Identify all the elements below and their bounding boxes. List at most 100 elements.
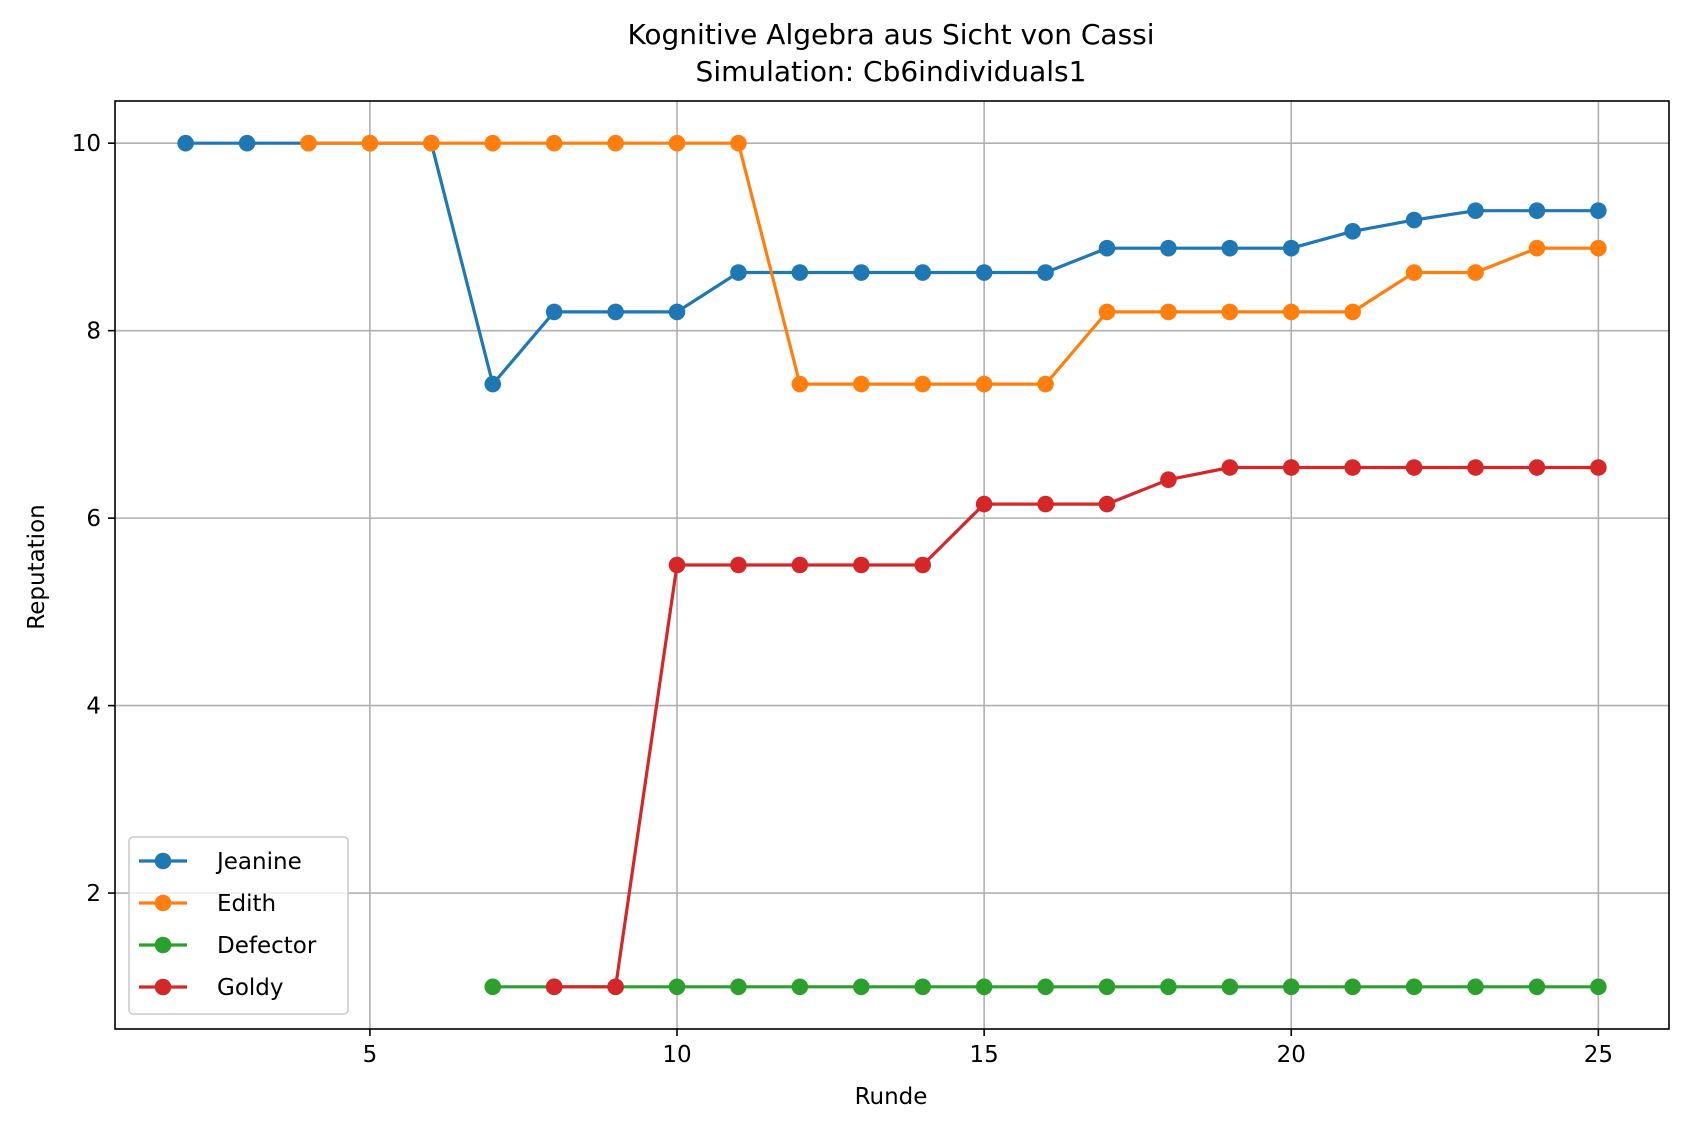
x-axis-label: Runde <box>855 1084 928 1110</box>
data-point-edith <box>423 134 440 152</box>
data-point-edith <box>730 134 747 152</box>
data-point-defector <box>1282 978 1300 996</box>
legend: Jeanine Edith Defector Goldy <box>128 836 349 1015</box>
chart-subtitle: Simulation: Cb6individuals1 <box>696 55 1087 88</box>
data-point-edith <box>607 134 624 152</box>
data-point-jeanine <box>238 134 256 152</box>
axis-ticks: 5 10 15 20 25 2 4 6 8 10 <box>72 131 1613 1068</box>
x-tick-label: 10 <box>662 1042 691 1068</box>
data-point-defector <box>1528 978 1546 996</box>
data-point-defector <box>914 978 932 996</box>
data-point-defector <box>1037 978 1054 996</box>
data-point-goldy <box>1160 471 1177 488</box>
data-point-edith <box>1405 264 1423 281</box>
data-point-edith <box>1098 303 1116 321</box>
legend-item-jeanine: Jeanine <box>139 849 302 875</box>
data-point-jeanine <box>852 264 870 281</box>
data-point-goldy <box>791 556 809 574</box>
data-point-jeanine <box>484 375 502 393</box>
data-point-goldy <box>1590 459 1607 476</box>
data-point-defector <box>1405 978 1423 996</box>
data-point-defector <box>730 978 747 996</box>
data-point-edith <box>791 375 809 393</box>
series-lines <box>177 134 1607 996</box>
data-point-edith <box>1221 303 1239 321</box>
data-point-jeanine <box>1221 239 1239 257</box>
data-point-defector <box>1160 978 1177 996</box>
data-point-goldy <box>1344 459 1361 476</box>
data-point-jeanine <box>730 264 747 281</box>
data-point-jeanine <box>1037 264 1054 281</box>
legend-marker-edith <box>154 894 172 912</box>
data-point-goldy <box>1528 459 1546 476</box>
legend-marker-goldy <box>154 978 172 996</box>
data-point-jeanine <box>607 303 624 321</box>
data-point-edith <box>975 375 993 393</box>
data-point-edith <box>1344 303 1361 321</box>
data-point-goldy <box>1405 459 1423 476</box>
data-point-jeanine <box>1467 202 1484 219</box>
data-point-jeanine <box>545 303 563 321</box>
data-point-jeanine <box>1590 202 1607 219</box>
y-tick-label: 6 <box>86 506 101 532</box>
series-goldy <box>545 459 1607 996</box>
data-point-goldy <box>1282 459 1300 476</box>
x-tick-label: 25 <box>1584 1042 1613 1068</box>
data-point-edith <box>361 134 379 152</box>
data-point-jeanine <box>1405 211 1423 229</box>
y-axis-label: Reputation <box>24 504 50 629</box>
legend-item-defector: Defector <box>139 933 317 959</box>
data-point-jeanine <box>1528 202 1546 219</box>
data-point-edith <box>300 134 317 152</box>
legend-label-goldy: Goldy <box>217 975 284 1001</box>
data-point-defector <box>1221 978 1239 996</box>
x-tick-label: 15 <box>969 1042 998 1068</box>
data-point-defector <box>668 978 686 996</box>
legend-item-edith: Edith <box>139 891 276 917</box>
data-point-goldy <box>1037 495 1054 513</box>
legend-marker-defector <box>154 936 172 954</box>
data-point-jeanine <box>975 264 993 281</box>
series-line-edith <box>308 141 1599 386</box>
data-point-edith <box>1467 264 1484 281</box>
plot-frame <box>114 100 1670 1030</box>
data-point-jeanine <box>791 264 809 281</box>
data-point-defector <box>975 978 993 996</box>
legend-marker-jeanine <box>154 852 172 870</box>
data-point-goldy <box>607 978 624 996</box>
data-point-goldy <box>545 978 563 996</box>
legend-box <box>128 836 349 1015</box>
data-point-jeanine <box>1282 239 1300 257</box>
y-tick-label: 4 <box>86 694 101 720</box>
data-point-defector <box>1098 978 1116 996</box>
data-point-defector <box>1344 978 1361 996</box>
data-point-defector <box>852 978 870 996</box>
legend-label-edith: Edith <box>217 891 276 917</box>
data-point-goldy <box>852 556 870 574</box>
data-point-edith <box>545 134 563 152</box>
data-point-edith <box>914 375 932 393</box>
data-point-edith <box>852 375 870 393</box>
data-point-goldy <box>668 556 686 574</box>
data-point-jeanine <box>1160 239 1177 257</box>
legend-item-goldy: Goldy <box>139 975 284 1001</box>
y-tick-label: 8 <box>86 319 101 345</box>
x-tick-label: 20 <box>1277 1042 1306 1068</box>
data-point-edith <box>1160 303 1177 321</box>
data-point-jeanine <box>177 134 194 152</box>
chart-title: Kognitive Algebra aus Sicht von Cassi <box>627 18 1154 51</box>
data-point-defector <box>1590 978 1607 996</box>
series-line-goldy <box>554 465 1599 989</box>
data-point-edith <box>1282 303 1300 321</box>
data-point-defector <box>1467 978 1484 996</box>
legend-label-defector: Defector <box>217 933 317 959</box>
data-point-goldy <box>914 556 932 574</box>
series-edith <box>300 134 1607 393</box>
data-point-goldy <box>1098 495 1116 513</box>
legend-label-jeanine: Jeanine <box>215 849 302 875</box>
data-point-goldy <box>1467 459 1484 476</box>
data-point-edith <box>668 134 686 152</box>
y-tick-label: 10 <box>72 131 101 157</box>
data-point-jeanine <box>914 264 932 281</box>
data-point-jeanine <box>1344 222 1361 240</box>
